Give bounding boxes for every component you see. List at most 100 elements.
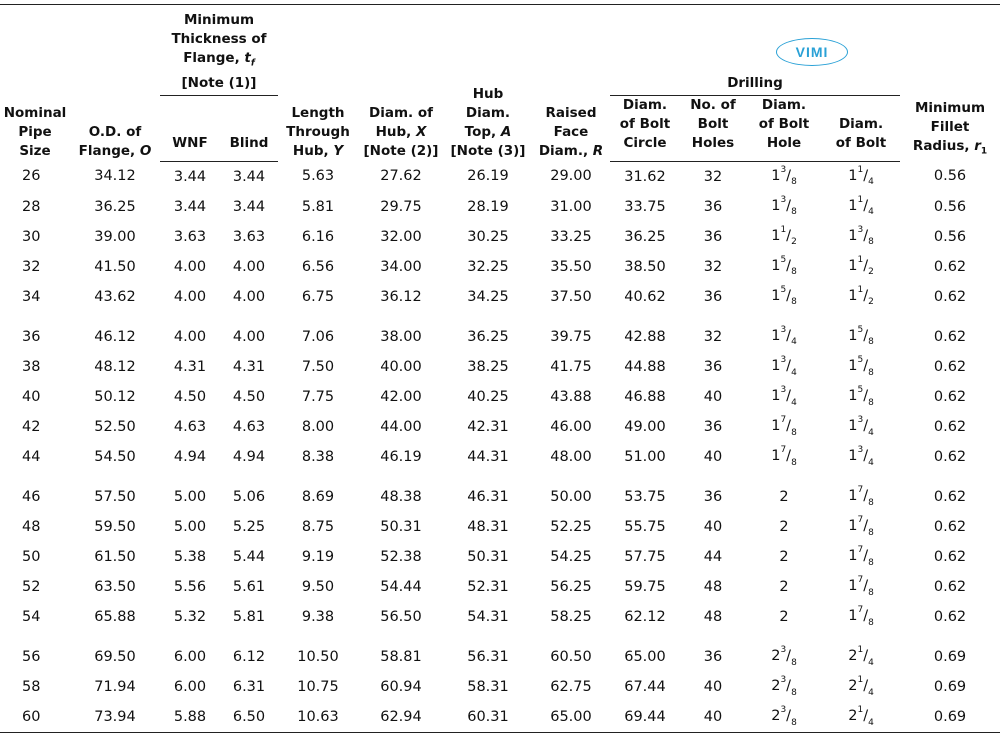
table-cell: 60.31 <box>467 708 509 725</box>
table-cell: 6.31 <box>232 678 266 695</box>
table-cell: 29.00 <box>550 168 592 185</box>
table-cell: 0.62 <box>933 258 967 275</box>
table-cell: 11/2 <box>848 254 874 278</box>
table-cell: 58 <box>22 678 41 695</box>
table-cell: 40 <box>703 708 723 725</box>
table-cell: 13/8 <box>771 164 797 188</box>
header-raised-face-diam: Raised Face Diam., R <box>538 105 604 160</box>
table-cell: 8.75 <box>301 518 335 535</box>
table-cell: 13/4 <box>771 324 797 348</box>
table-cell: 62.94 <box>380 708 422 725</box>
table-cell: 57.75 <box>624 548 666 565</box>
table-cell: 10.50 <box>297 648 339 665</box>
table-cell: 58.25 <box>550 608 592 625</box>
table-cell: 56.50 <box>380 608 422 625</box>
table-cell: 11/2 <box>848 284 874 308</box>
table-cell: 7.50 <box>301 358 335 375</box>
table-cell: 0.56 <box>933 228 967 245</box>
table-cell: 4.63 <box>232 418 266 435</box>
table-cell: 35.50 <box>550 258 592 275</box>
table-cell: 0.69 <box>933 648 967 665</box>
table-cell: 44 <box>703 548 723 565</box>
table-row: 60 73.94 5.88 6.50 10.63 62.94 60.31 65.00 69.44… <box>0 702 1000 733</box>
table-cell: 13/8 <box>771 194 797 218</box>
table-row: 50 61.50 5.38 5.44 9.19 52.38 50.31 54.25 57.75 4… <box>0 542 1000 572</box>
table-cell: 15/8 <box>848 384 874 408</box>
table-cell: 6.75 <box>301 288 335 305</box>
table-row: 26 34.12 3.44 3.44 5.63 27.62 26.19 29.00 31.62 3… <box>0 161 1000 192</box>
table-cell: 10.63 <box>297 708 339 725</box>
table-cell: 40.00 <box>380 358 422 375</box>
table-cell: 58.81 <box>380 648 422 665</box>
table-cell: 46 <box>22 488 41 505</box>
table-cell: 7.06 <box>301 328 335 345</box>
table-cell: 50.12 <box>94 388 136 405</box>
table-row: 28 36.25 3.44 3.44 5.81 29.75 28.19 31.00 33.75 3… <box>0 192 1000 222</box>
table-cell: 42.00 <box>380 388 422 405</box>
table-cell: 0.62 <box>933 288 967 305</box>
table-cell: 57.50 <box>94 488 136 505</box>
table-cell: 0.62 <box>933 388 967 405</box>
table-cell: 28 <box>22 198 41 215</box>
table-cell: 42.31 <box>467 418 509 435</box>
table-cell: 17/8 <box>848 574 874 598</box>
table-cell: 17/8 <box>848 544 874 568</box>
table-cell: 11/2 <box>771 224 797 248</box>
table-cell: 59.75 <box>624 578 666 595</box>
table-cell: 34 <box>22 288 41 305</box>
table-cell: 27.62 <box>380 168 422 185</box>
table-cell: 31.62 <box>624 168 666 185</box>
table-cell: 4.94 <box>232 448 266 465</box>
table-cell: 48 <box>703 578 723 595</box>
table-cell: 52.50 <box>94 418 136 435</box>
table-cell: 6.16 <box>301 228 335 245</box>
table-cell: 2 <box>779 518 789 535</box>
table-cell: 36.25 <box>94 198 136 215</box>
table-cell: 56.31 <box>467 648 509 665</box>
table-cell: 23/8 <box>771 704 797 728</box>
table-row: 56 69.50 6.00 6.12 10.50 58.81 56.31 60.50 65.00… <box>0 632 1000 672</box>
table-cell: 21/4 <box>848 674 874 698</box>
table-cell: 3.63 <box>173 228 207 245</box>
table-cell: 2 <box>779 548 789 565</box>
table-cell: 59.50 <box>94 518 136 535</box>
table-cell: 0.62 <box>933 358 967 375</box>
table-cell: 40 <box>22 388 41 405</box>
table-cell: 38.25 <box>467 358 509 375</box>
table-cell: 30.25 <box>467 228 509 245</box>
table-cell: 50.31 <box>380 518 422 535</box>
table-cell: 52.25 <box>550 518 592 535</box>
table-cell: 4.63 <box>173 418 207 435</box>
table-cell: 0.62 <box>933 578 967 595</box>
table-cell: 32 <box>22 258 41 275</box>
table-cell: 60 <box>22 708 41 725</box>
table-cell: 6.00 <box>173 678 207 695</box>
table-row: 52 63.50 5.56 5.61 9.50 54.44 52.31 56.25 59.75 4… <box>0 572 1000 602</box>
table-cell: 15/8 <box>771 254 797 278</box>
table-cell: 65.00 <box>550 708 592 725</box>
header-diam-of-bolt-hole: Diam. of Bolt Hole <box>746 95 822 162</box>
table-cell: 36 <box>703 228 723 245</box>
table-cell: 44.88 <box>624 358 666 375</box>
table-cell: 31.00 <box>550 198 592 215</box>
table-cell: 0.62 <box>933 328 967 345</box>
table-cell: 46.31 <box>467 488 509 505</box>
table-cell: 48.38 <box>380 488 422 505</box>
table-cell: 36 <box>703 648 723 665</box>
table-cell: 46.19 <box>380 448 422 465</box>
table-cell: 5.44 <box>232 548 266 565</box>
table-cell: 0.62 <box>933 448 967 465</box>
header-diam-of-hub: Diam. of Hub, X [Note (2)] <box>363 105 439 160</box>
table-row: 42 52.50 4.63 4.63 8.00 44.00 42.31 46.00 49.00 3… <box>0 412 1000 442</box>
table-row: 40 50.12 4.50 4.50 7.75 42.00 40.25 43.88 46.88 4… <box>0 382 1000 412</box>
table-cell: 13/8 <box>848 224 874 248</box>
table-cell: 0.62 <box>933 608 967 625</box>
table-cell: 48 <box>22 518 41 535</box>
table-cell: 40 <box>703 678 723 695</box>
table-cell: 46.88 <box>624 388 666 405</box>
table-row: 38 48.12 4.31 4.31 7.50 40.00 38.25 41.75 44.88 3… <box>0 352 1000 382</box>
table-cell: 8.69 <box>301 488 335 505</box>
table-cell: 3.44 <box>232 198 266 215</box>
table-cell: 62.75 <box>550 678 592 695</box>
table-cell: 13/4 <box>848 444 874 468</box>
